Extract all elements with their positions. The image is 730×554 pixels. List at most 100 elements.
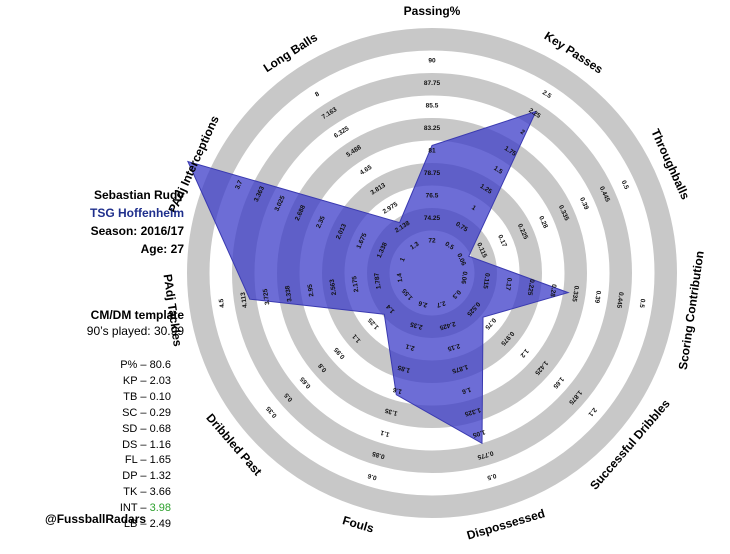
age-label: Age: 27: [140, 242, 184, 256]
tick-label: 1.25: [367, 316, 381, 330]
tick-label: 1.1: [351, 332, 362, 344]
stat-row: LB – 2.49: [40, 517, 171, 533]
stat-row: TK – 3.66: [40, 485, 171, 501]
credit-handle: @FussballRadars: [45, 512, 147, 526]
tick-label: 78.75: [424, 170, 441, 177]
tick-label: 2.563: [329, 278, 338, 295]
tick-label: 0.85: [371, 450, 385, 460]
tick-label: 1.1: [379, 428, 390, 437]
tick-label: 1.2: [518, 347, 529, 359]
team-name: TSG Hoffenheim: [89, 206, 184, 220]
stat-key: DS: [122, 438, 138, 451]
tick-label: 2.975: [382, 201, 400, 216]
tick-label: 1.3: [409, 240, 421, 251]
stat-row: DS – 1.16: [40, 438, 171, 454]
tick-label: 1.787: [373, 272, 382, 289]
stat-separator: –: [137, 502, 150, 515]
stat-value: 0.68: [149, 422, 171, 435]
tick-label: 1.6: [392, 385, 403, 394]
tick-label: 87.75: [424, 80, 441, 87]
stat-row: SC – 0.29: [40, 406, 171, 422]
tick-label: 0.95: [333, 346, 347, 360]
tick-label: 4.113: [240, 291, 249, 308]
tick-label: 0.115: [481, 272, 490, 289]
stat-separator: –: [137, 374, 150, 387]
tick-label: 0.5: [486, 472, 497, 481]
tick-label: 0.8: [317, 362, 328, 374]
tick-label: 81: [428, 148, 436, 155]
tick-label: 2.5: [541, 89, 553, 100]
tick-label: 2.1: [586, 406, 597, 418]
tick-label: 3.338: [284, 285, 293, 302]
tick-label: 4.5: [218, 298, 226, 308]
stat-key: DP: [122, 470, 138, 483]
tick-label: 0.06: [459, 271, 468, 285]
tick-label: 74.25: [424, 215, 441, 222]
stat-separator: –: [137, 470, 150, 483]
stat-value: 80.6: [149, 359, 171, 371]
tick-label: 0.5: [283, 391, 294, 403]
stat-key: TB: [123, 390, 138, 403]
tick-label: 1: [470, 204, 477, 212]
tick-label: 0.28: [548, 284, 557, 298]
tick-label: 0.39: [593, 290, 602, 304]
stat-value: 1.65: [149, 454, 171, 467]
axis-label: Passing%: [404, 4, 461, 18]
tick-label: 0.75: [483, 316, 497, 330]
tick-label: 0.6: [367, 472, 378, 481]
tick-label: 1.875: [451, 363, 469, 374]
tick-label: 0.39: [578, 196, 590, 211]
tick-label: 1: [399, 256, 407, 263]
tick-label: 2.175: [351, 275, 360, 292]
tick-label: 0.775: [476, 449, 494, 460]
stat-key: INT: [119, 502, 138, 515]
stat-key: SD: [122, 422, 138, 435]
tick-label: 0.3: [450, 288, 461, 300]
tick-label: 1.4: [385, 303, 396, 315]
tick-label: 3.725: [262, 288, 271, 305]
tick-label: 0.06: [455, 253, 467, 268]
template-info: CM/DM template 90’s played: 30.99: [40, 307, 184, 339]
stat-separator: –: [137, 390, 150, 403]
stat-separator: –: [137, 438, 150, 451]
stat-separator: –: [137, 486, 150, 499]
tick-label: 2.15: [446, 342, 460, 352]
tick-label: 0.5: [620, 179, 630, 190]
stat-value: 1.16: [149, 438, 171, 451]
tick-label: 0.17: [504, 277, 513, 291]
tick-label: 1.35: [384, 406, 398, 416]
stat-separator: –: [137, 406, 150, 419]
stat-key: LB: [123, 518, 138, 531]
stat-row: P% – 80.6: [40, 358, 171, 374]
tick-label: 2: [519, 129, 526, 137]
tick-label: 0.65: [299, 375, 313, 389]
tick-label: 2.1: [405, 342, 416, 351]
stat-separator: –: [137, 359, 150, 371]
player-polygon: [187, 110, 570, 445]
stats-list: P% – 80.6 KP – 2.03 TB – 0.10 SC – 0.29 SD –…: [40, 358, 171, 533]
stat-value: 3.66: [149, 486, 171, 499]
tick-label: 1.05: [472, 428, 486, 438]
tick-label: 2.425: [438, 320, 456, 331]
tick-label: 76.5: [426, 193, 439, 200]
tick-label: 4.65: [359, 164, 374, 177]
minutes-played: 90’s played: 30.99: [86, 324, 184, 338]
tick-label: 0.17: [496, 234, 508, 249]
tick-label: 1.85: [397, 363, 411, 373]
stat-row: SD – 0.68: [40, 422, 171, 438]
tick-label: 85.5: [426, 103, 439, 110]
tick-label: 0.5: [638, 298, 646, 308]
tick-label: 0.35: [265, 404, 279, 418]
tick-label: 2.95: [307, 283, 316, 297]
tick-label: 3.7: [234, 179, 244, 190]
axis-label: Scoring Contribution: [676, 250, 707, 371]
stat-key: SC: [122, 406, 138, 419]
tick-label: 1.325: [464, 406, 482, 417]
axis-label: Fouls: [341, 513, 376, 536]
tick-label: 2.7: [435, 299, 446, 308]
stat-separator: –: [137, 422, 150, 435]
stat-value: 1.32: [149, 470, 171, 483]
stat-row: TB – 0.10: [40, 390, 171, 406]
tick-label: 1.6: [461, 385, 472, 394]
